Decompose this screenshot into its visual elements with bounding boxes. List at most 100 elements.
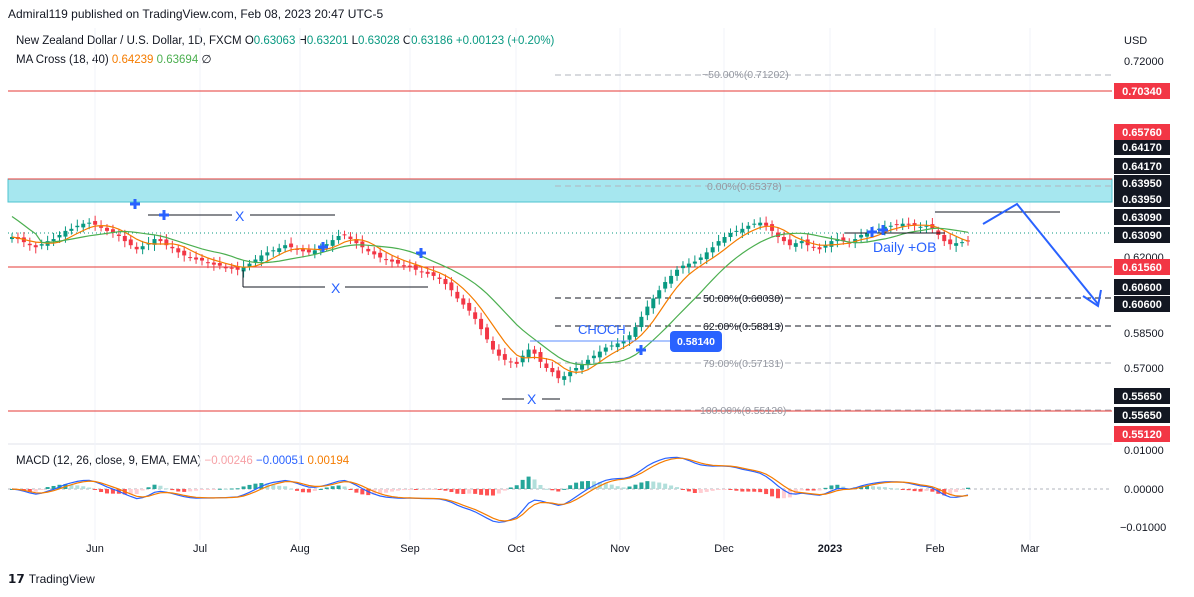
candle-body <box>229 267 234 269</box>
macd-histogram-bar <box>407 489 412 490</box>
candle-body <box>182 250 187 256</box>
price-badge-bg <box>1114 175 1170 191</box>
candle-body <box>490 340 495 350</box>
candle-body <box>568 372 573 377</box>
candle-body <box>401 265 406 267</box>
macd-histogram-bar <box>449 489 454 493</box>
price-badge-bg <box>1114 124 1170 140</box>
candle-body <box>342 234 347 236</box>
candle-body <box>336 235 341 241</box>
candle-body <box>300 249 305 252</box>
candle-body <box>615 343 620 348</box>
ma40-value: 0.63694 <box>156 54 199 66</box>
candle-body <box>277 248 282 252</box>
candle-body <box>746 225 751 229</box>
structure-lines <box>148 211 1060 400</box>
macd-histogram-bar <box>912 489 917 492</box>
price-badge-bg <box>1114 158 1170 174</box>
macd-histogram-bar <box>948 489 953 495</box>
macd-line-value: −0.00051 <box>256 455 305 467</box>
macd-histogram-bar <box>490 489 495 496</box>
macd-histogram-bar <box>205 489 210 490</box>
macd-histogram-bar <box>966 487 970 489</box>
macd-histogram-bar <box>110 489 115 494</box>
candle-body <box>526 349 531 358</box>
macd-histogram-bar <box>633 484 638 489</box>
macd-tick-2: 0.00000 <box>1124 484 1164 496</box>
macd-histogram-bar <box>300 489 305 493</box>
ma18-line <box>11 224 969 374</box>
macd-histogram-bar <box>657 482 662 489</box>
macd-histogram-bar <box>544 488 549 490</box>
candle-body <box>657 290 662 299</box>
macd-histogram-bar <box>770 489 775 497</box>
candle-body <box>770 224 775 231</box>
macd-histogram-bar <box>176 489 181 492</box>
candle-body <box>639 316 644 328</box>
price-badge-text: 0.55650 <box>1122 410 1162 422</box>
candle-body <box>787 239 792 246</box>
candle-body <box>354 239 359 244</box>
candle-body <box>116 234 121 236</box>
macd-histogram-bar <box>342 486 347 489</box>
publish-header: Admiral119 published on TradingView.com,… <box>0 0 1194 28</box>
candle-body <box>752 223 757 225</box>
price-badge-text: 0.55120 <box>1122 429 1162 441</box>
macd-histogram-bar <box>918 489 923 492</box>
macd-histogram-bar <box>609 484 614 489</box>
macd-histogram-bar <box>217 488 222 490</box>
macd-histogram-bar <box>704 489 709 492</box>
candle-body <box>312 250 317 255</box>
macd-histogram-bar <box>865 485 870 489</box>
candle-body <box>532 349 537 354</box>
macd-tick-3: −0.01000 <box>1120 522 1166 534</box>
ma18-value: 0.64239 <box>111 54 154 66</box>
candle-body <box>265 252 270 256</box>
tradingview-logo-icon: 𝟭𝟳 <box>8 572 25 586</box>
macd-histogram-bar <box>532 479 537 489</box>
candle-body <box>176 248 181 253</box>
candle-body <box>669 275 674 284</box>
macd-histogram-bar <box>194 489 199 491</box>
y-tick-3: 0.58500 <box>1124 328 1164 340</box>
macd-histogram-bar <box>675 487 680 489</box>
x-axis: Jun Jul Aug Sep Oct Nov Dec 2023 Feb Mar <box>86 543 1040 555</box>
macd-histogram-bar <box>520 479 525 489</box>
price-badge-text: 0.63950 <box>1122 178 1162 190</box>
price-badge-text: 0.60600 <box>1122 299 1162 311</box>
macd-histogram-bar <box>360 489 365 495</box>
candle-body <box>235 267 240 270</box>
candle-body <box>449 282 454 291</box>
x-mark-3: X <box>527 391 537 407</box>
candle-body <box>859 234 864 238</box>
candle-body <box>211 262 216 265</box>
macd-histogram-bar <box>692 489 697 494</box>
macd-histogram-bar <box>924 489 929 491</box>
macd-histogram-bar <box>223 488 228 490</box>
macd-histogram-bar <box>574 482 579 489</box>
macd-histogram-bar <box>758 489 763 493</box>
price-badge-bg <box>1114 407 1170 423</box>
price-badge-bg <box>1114 426 1170 442</box>
candle-body <box>384 259 389 261</box>
macd-histogram-bar <box>502 489 507 491</box>
candle-body <box>740 228 745 233</box>
candle-body <box>918 226 923 228</box>
candle-body <box>621 341 626 344</box>
macd-histogram-bar <box>805 489 810 491</box>
macd-histogram-bar <box>354 489 359 493</box>
macd-histogram-bar <box>764 489 769 495</box>
candle-body <box>271 250 276 252</box>
macd-histogram-bar <box>69 484 74 489</box>
macd-histogram-bar <box>508 487 513 489</box>
candle-body <box>259 255 264 262</box>
macd-histogram-bar <box>99 489 104 493</box>
macd-histogram-bar <box>253 483 258 489</box>
candle-body <box>39 244 44 246</box>
macd-histogram-bar <box>722 489 727 490</box>
macd-histogram-bar <box>496 489 501 494</box>
price-badge-text: 0.63950 <box>1122 194 1162 206</box>
price-badge-bg <box>1114 388 1170 404</box>
x-tick-jun: Jun <box>86 543 104 555</box>
